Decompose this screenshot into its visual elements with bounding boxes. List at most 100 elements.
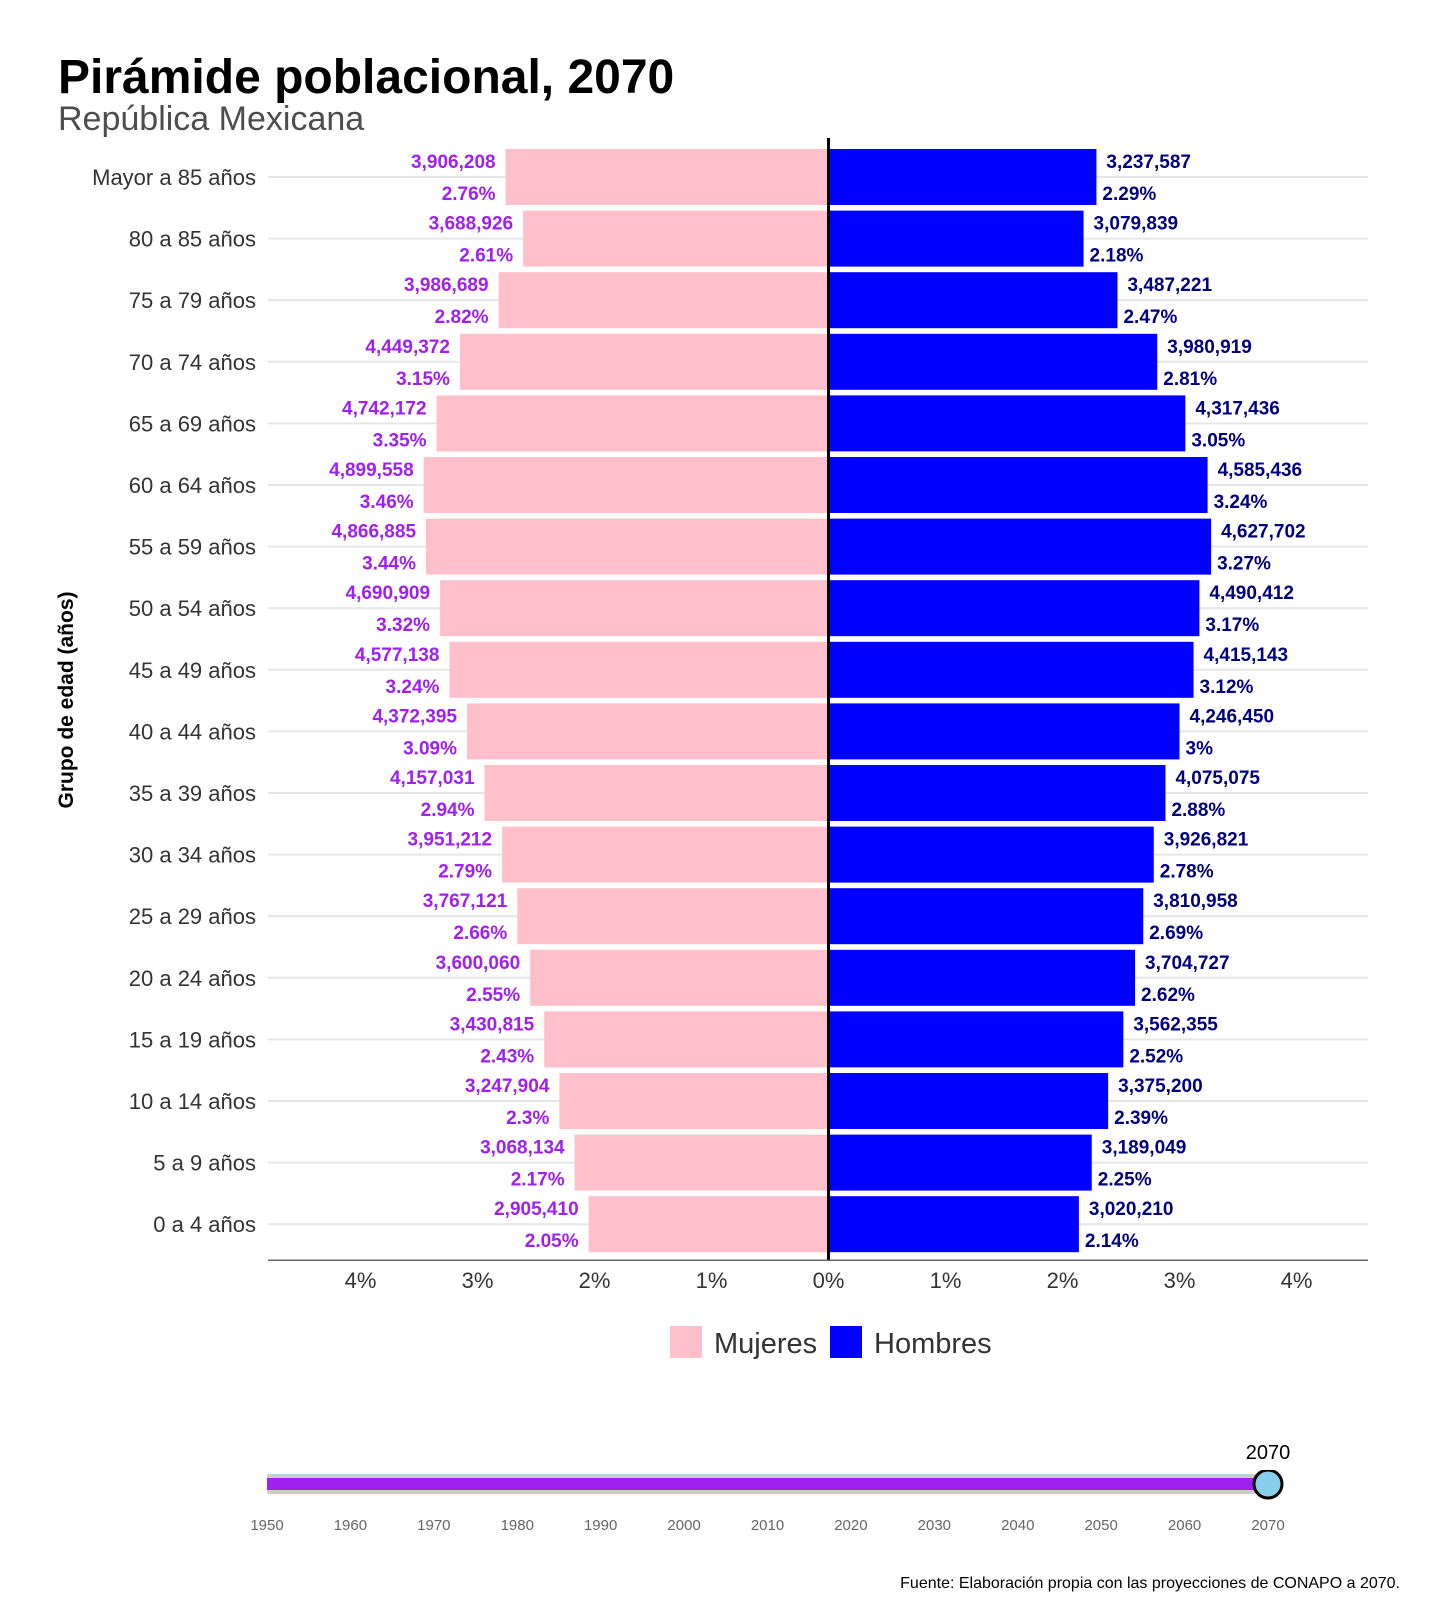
chart-title: Pirámide poblacional, 2070 (58, 51, 675, 104)
slider-year-label[interactable]: 2040 (1001, 1517, 1034, 1534)
slider-handle[interactable] (1252, 1470, 1284, 1500)
bar-mujeres (423, 457, 829, 513)
data-label-hombres-percent: 2.78% (1160, 862, 1214, 883)
year-slider[interactable]: 1950 1960 1970 1980 1990 2000 2010 2020 2030 2040… (0, 1470, 1456, 1570)
bar-hombres (828, 765, 1166, 821)
data-label-mujeres-count: 3,767,121 (423, 891, 508, 912)
data-label-hombres-percent: 2.14% (1085, 1231, 1139, 1252)
y-tick-label: 25 a 29 años (129, 904, 256, 929)
data-label-hombres-count: 3,237,587 (1106, 152, 1191, 173)
y-tick-label: 55 a 59 años (129, 535, 256, 560)
y-tick-label: 60 a 64 años (129, 473, 256, 498)
bar-hombres (828, 949, 1136, 1006)
bar-mujeres (449, 641, 829, 698)
data-label-mujeres-percent: 2.82% (435, 307, 489, 328)
data-label-mujeres-percent: 2.94% (421, 800, 475, 821)
y-axis-title: Grupo de edad (años) (55, 591, 78, 808)
bar-mujeres (505, 149, 829, 205)
bar-mujeres (498, 272, 829, 329)
population-pyramid-chart: Mayor a 85 años 80 a 85 años 75 a 79 años 7… (55, 138, 1368, 1360)
data-label-hombres-percent: 2.29% (1102, 184, 1156, 205)
bar-hombres (828, 703, 1180, 760)
slider-year-label[interactable]: 2010 (751, 1517, 784, 1534)
x-tick-label: 1% (930, 1268, 962, 1293)
bar-hombres (828, 1073, 1109, 1129)
bar-mujeres (502, 826, 829, 883)
slider-year-label[interactable]: 2070 (1251, 1517, 1284, 1534)
bar-mujeres (559, 1073, 829, 1129)
x-tick-label: 3% (1164, 1268, 1196, 1293)
bar-mujeres (544, 1011, 829, 1068)
data-label-mujeres-count: 2,905,410 (494, 1199, 579, 1220)
data-label-mujeres-percent: 3.35% (373, 430, 427, 451)
data-label-hombres-count: 3,487,221 (1127, 275, 1212, 296)
data-label-hombres-count: 4,075,075 (1175, 768, 1260, 789)
bar-hombres (828, 518, 1212, 575)
y-tick-label: 35 a 39 años (129, 781, 256, 806)
data-label-hombres-percent: 2.52% (1129, 1046, 1183, 1067)
data-label-mujeres-count: 3,951,212 (408, 830, 493, 851)
slider-value-label: 2070 (1245, 1442, 1291, 1464)
data-label-mujeres-count: 3,906,208 (411, 152, 496, 173)
y-tick-label: 45 a 49 años (129, 658, 256, 683)
data-label-mujeres-count: 4,449,372 (365, 337, 450, 358)
bar-mujeres (588, 1196, 829, 1253)
slider-year-label[interactable]: 2050 (1084, 1517, 1117, 1534)
x-tick-label: 1% (696, 1268, 728, 1293)
data-label-mujeres-percent: 2.17% (511, 1170, 565, 1191)
data-label-mujeres-percent: 3.09% (403, 738, 457, 759)
data-label-mujeres-count: 3,688,926 (429, 214, 514, 235)
slider-year-label[interactable]: 1950 (250, 1517, 283, 1534)
bar-hombres (828, 272, 1118, 329)
data-label-mujeres-percent: 2.61% (459, 246, 513, 267)
data-label-hombres-count: 3,704,727 (1145, 953, 1230, 974)
y-tick-label: 30 a 34 años (129, 843, 256, 868)
slider-track-fill (267, 1478, 1268, 1490)
data-label-hombres-count: 3,020,210 (1089, 1199, 1174, 1220)
y-tick-label: 50 a 54 años (129, 596, 256, 621)
data-label-hombres-percent: 3.24% (1214, 492, 1268, 513)
x-tick-label: 3% (462, 1268, 494, 1293)
data-label-hombres-count: 3,375,200 (1118, 1076, 1203, 1097)
bar-mujeres (574, 1134, 829, 1191)
data-label-hombres-percent: 2.18% (1090, 246, 1144, 267)
bar-hombres (828, 333, 1158, 390)
slider-year-label[interactable]: 2000 (667, 1517, 700, 1534)
slider-year-label[interactable]: 1990 (584, 1517, 617, 1534)
data-label-hombres-percent: 2.25% (1098, 1170, 1152, 1191)
bar-mujeres (466, 703, 829, 760)
slider-year-label[interactable]: 1960 (334, 1517, 367, 1534)
bar-mujeres (517, 888, 829, 945)
slider-year-label[interactable]: 2060 (1168, 1517, 1201, 1534)
bar-hombres (828, 457, 1208, 513)
data-label-mujeres-count: 3,430,815 (450, 1014, 535, 1035)
data-label-hombres-percent: 3.27% (1217, 554, 1271, 575)
data-label-mujeres-percent: 2.55% (466, 985, 520, 1006)
data-label-hombres-count: 3,926,821 (1164, 830, 1249, 851)
data-label-mujeres-percent: 3.15% (396, 369, 450, 390)
data-label-mujeres-count: 3,986,689 (404, 275, 489, 296)
bar-hombres (828, 1196, 1079, 1253)
x-tick-label: 2% (1047, 1268, 1079, 1293)
data-label-mujeres-percent: 3.46% (360, 492, 414, 513)
data-label-hombres-percent: 3.05% (1191, 430, 1245, 451)
bar-hombres (828, 149, 1097, 205)
bar-hombres (828, 888, 1144, 945)
bar-hombres (828, 395, 1186, 452)
bar-hombres (828, 210, 1084, 267)
data-label-mujeres-percent: 3.32% (376, 615, 430, 636)
y-tick-label: Mayor a 85 años (92, 165, 256, 190)
slider-year-label[interactable]: 1970 (417, 1517, 450, 1534)
data-label-hombres-percent: 3% (1186, 738, 1214, 759)
data-label-mujeres-count: 3,068,134 (480, 1138, 565, 1159)
data-label-mujeres-count: 4,866,885 (331, 522, 416, 543)
legend-label-mujeres: Mujeres (714, 1328, 817, 1360)
slider-year-label[interactable]: 2020 (834, 1517, 867, 1534)
bar-mujeres (523, 210, 829, 267)
data-label-hombres-count: 4,490,412 (1209, 583, 1294, 604)
slider-year-label[interactable]: 1980 (501, 1517, 534, 1534)
slider-year-label[interactable]: 2030 (918, 1517, 951, 1534)
data-label-mujeres-percent: 2.79% (438, 862, 492, 883)
data-label-hombres-percent: 2.81% (1163, 369, 1217, 390)
data-label-hombres-count: 3,079,839 (1094, 214, 1179, 235)
